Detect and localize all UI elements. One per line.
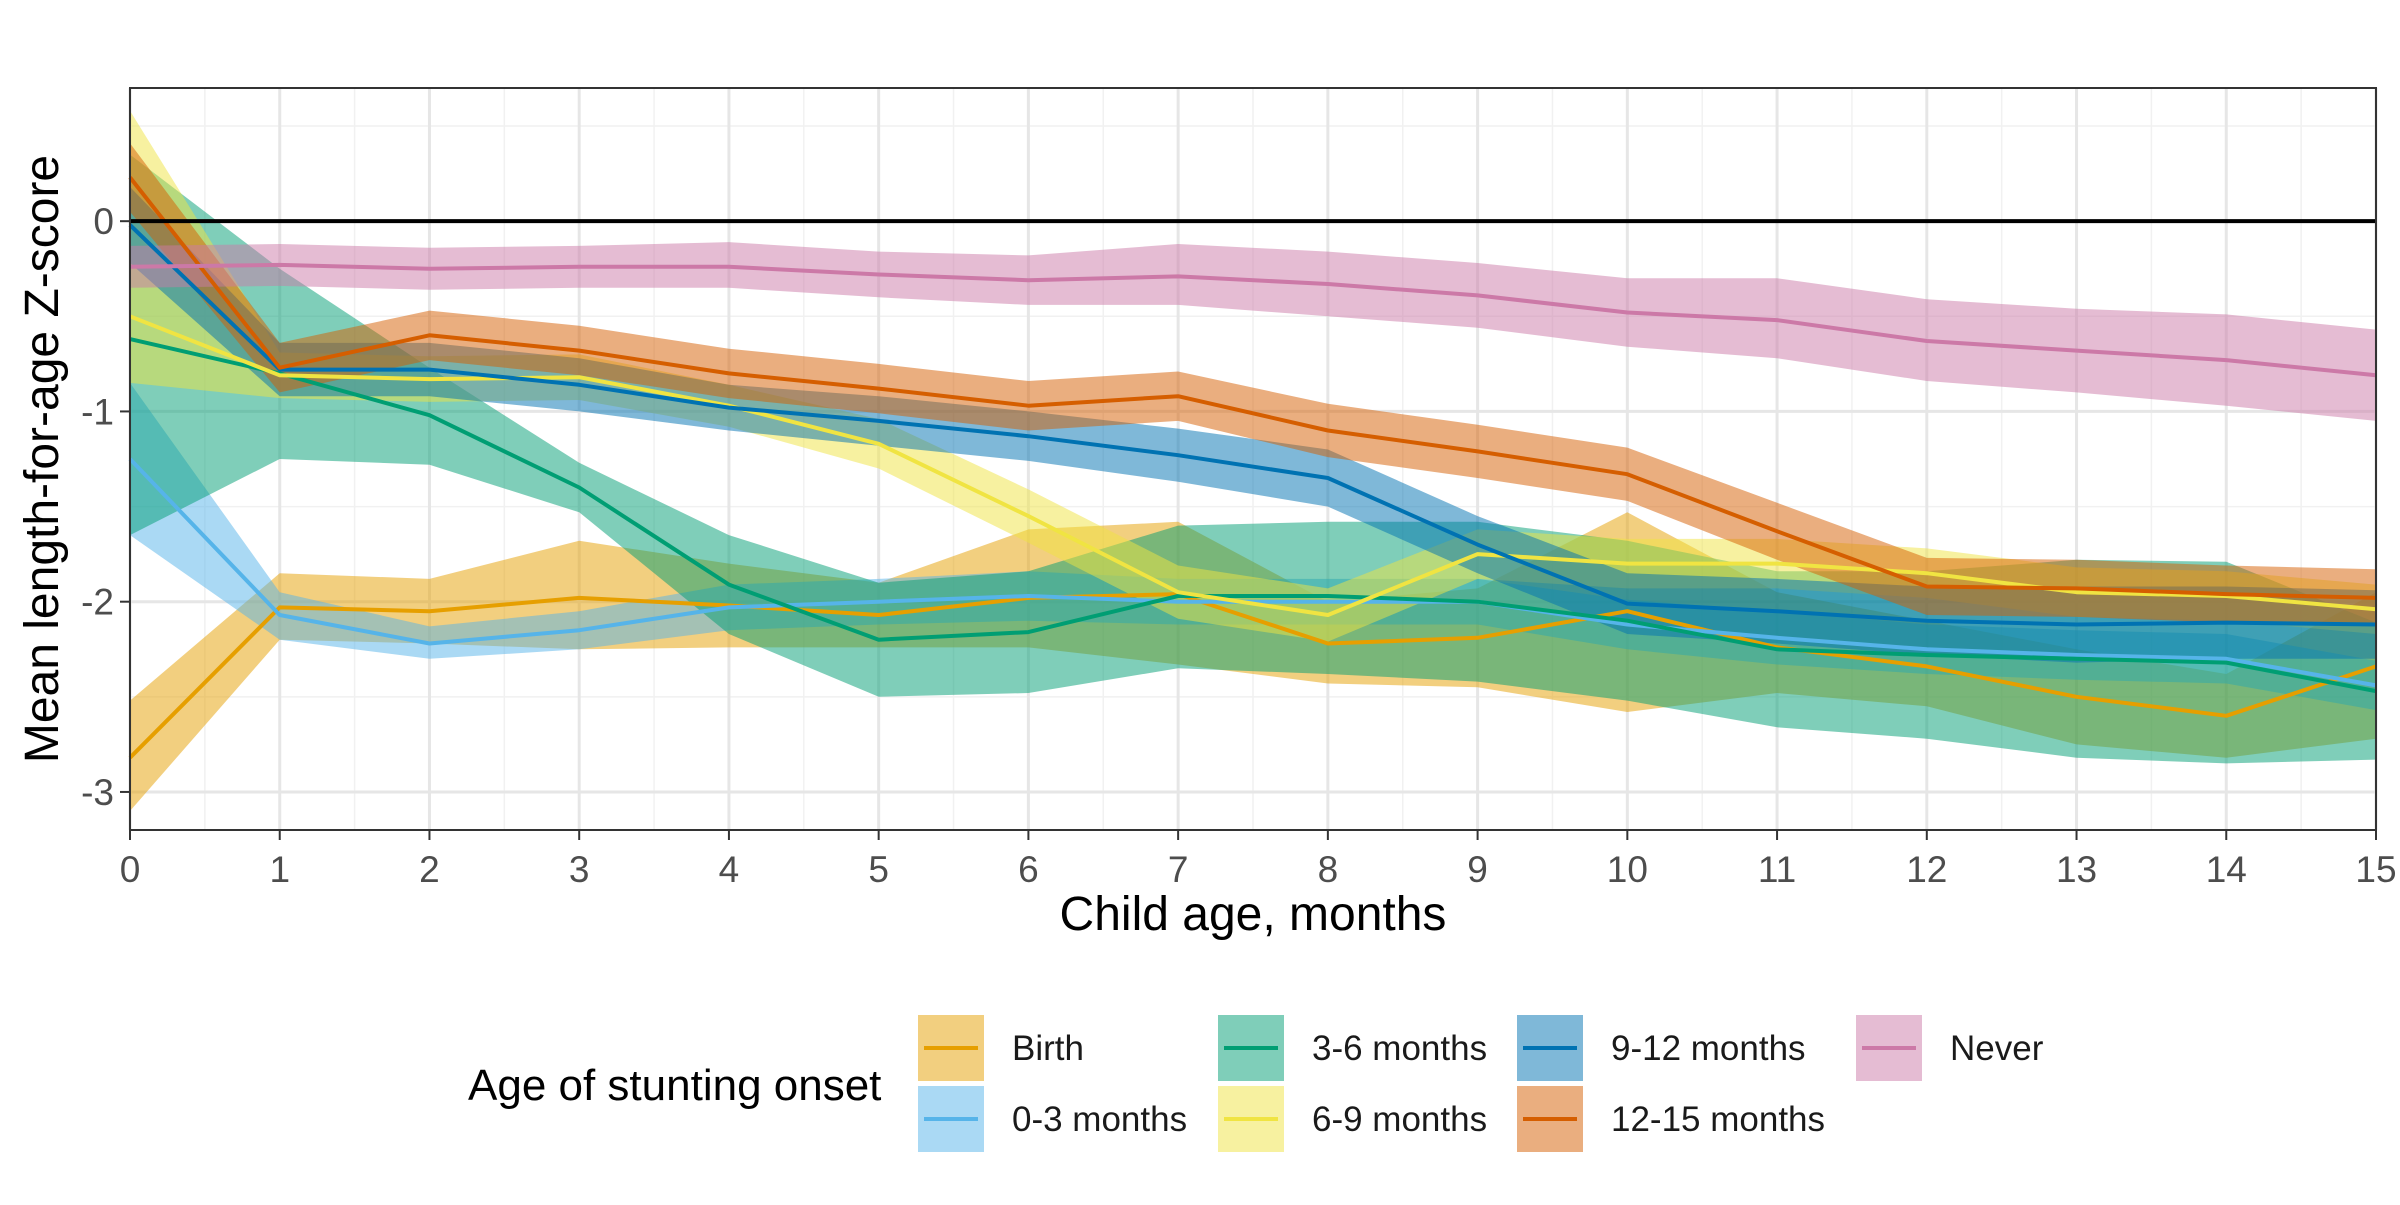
x-tick-label: 8 (1318, 849, 1339, 890)
x-tick-label: 10 (1607, 849, 1648, 890)
legend-label-birth: Birth (1012, 1029, 1084, 1068)
x-tick-label: 0 (120, 849, 141, 890)
x-tick-label: 7 (1168, 849, 1189, 890)
y-tick-label: -2 (81, 582, 114, 623)
x-tick-label: 15 (2355, 849, 2396, 890)
y-tick-label: 0 (93, 201, 114, 242)
x-tick-label: 14 (2206, 849, 2247, 890)
x-tick-label: 6 (1018, 849, 1039, 890)
legend-label-9-12-months: 9-12 months (1611, 1029, 1806, 1068)
x-tick-label: 9 (1467, 849, 1488, 890)
legend-title: Age of stunting onset (468, 1061, 881, 1110)
x-tick-label: 1 (269, 849, 290, 890)
legend-label-6-9-months: 6-9 months (1312, 1100, 1487, 1139)
x-tick-label: 3 (569, 849, 590, 890)
legend-label-3-6-months: 3-6 months (1312, 1029, 1487, 1068)
legend-label-0-3-months: 0-3 months (1012, 1100, 1187, 1139)
legend-label-12-15-months: 12-15 months (1611, 1100, 1825, 1139)
x-tick-label: 12 (1906, 849, 1947, 890)
x-tick-label: 5 (868, 849, 889, 890)
x-tick-label: 13 (2056, 849, 2097, 890)
y-axis-title: Mean length-for-age Z-score (16, 155, 69, 763)
x-tick-label: 4 (719, 849, 740, 890)
legend-label-never: Never (1950, 1029, 2044, 1068)
x-tick-label: 11 (1758, 849, 1796, 890)
x-tick-label: 2 (419, 849, 440, 890)
x-axis-title: Child age, months (1060, 888, 1447, 941)
y-tick-label: -3 (81, 772, 114, 813)
y-tick-label: -1 (81, 391, 114, 432)
